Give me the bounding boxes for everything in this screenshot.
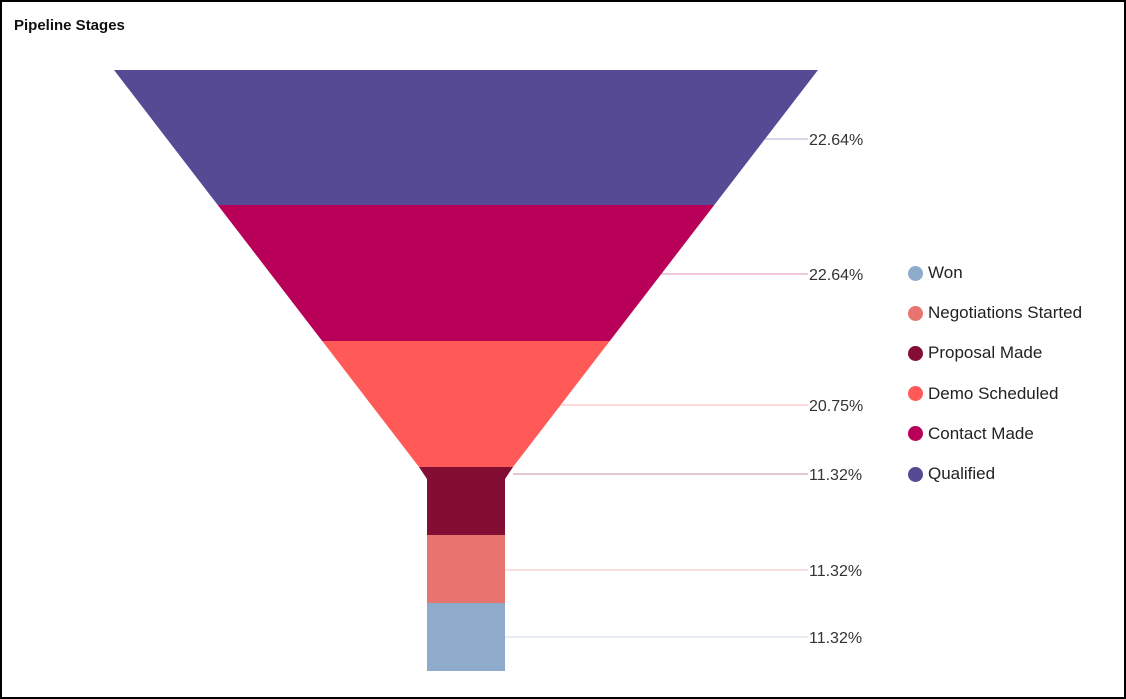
funnel-segment-demo-scheduled[interactable]: [322, 341, 610, 467]
funnel-segment-qualified[interactable]: [114, 70, 818, 205]
funnel-segment-proposal-made[interactable]: [419, 467, 513, 535]
legend-item-proposal-made[interactable]: Proposal Made: [908, 333, 1082, 373]
percent-label: 11.32%: [809, 630, 862, 647]
funnel-segment-contact-made[interactable]: [217, 205, 715, 341]
legend-dot-icon: [908, 305, 923, 321]
legend-item-demo-scheduled[interactable]: Demo Scheduled: [908, 374, 1082, 414]
legend-dot-icon: [908, 466, 923, 482]
legend-item-contact-made[interactable]: Contact Made: [908, 414, 1082, 454]
funnel-segment-won[interactable]: [427, 603, 505, 671]
legend-item-negotiations-started[interactable]: Negotiations Started: [908, 293, 1082, 333]
legend: Won Negotiations Started Proposal Made D…: [908, 253, 1082, 494]
percent-label: 11.32%: [809, 563, 862, 580]
legend-item-won[interactable]: Won: [908, 253, 1082, 293]
legend-dot-icon: [908, 265, 923, 281]
percent-label: 11.32%: [809, 467, 862, 484]
legend-item-qualified[interactable]: Qualified: [908, 454, 1082, 494]
legend-label: Qualified: [928, 464, 996, 484]
legend-dot-icon: [908, 426, 923, 442]
percent-label: 20.75%: [809, 398, 863, 415]
legend-label: Won: [928, 263, 963, 283]
legend-label: Negotiations Started: [928, 303, 1083, 323]
percent-label: 22.64%: [809, 267, 863, 284]
funnel-segment-negotiations-started[interactable]: [427, 535, 505, 603]
chart-title: Pipeline Stages: [14, 17, 125, 34]
legend-label: Demo Scheduled: [928, 383, 1059, 403]
legend-label: Proposal Made: [928, 343, 1043, 363]
legend-dot-icon: [908, 386, 923, 402]
percent-label: 22.64%: [809, 132, 863, 149]
legend-label: Contact Made: [928, 423, 1034, 443]
legend-dot-icon: [908, 345, 923, 361]
